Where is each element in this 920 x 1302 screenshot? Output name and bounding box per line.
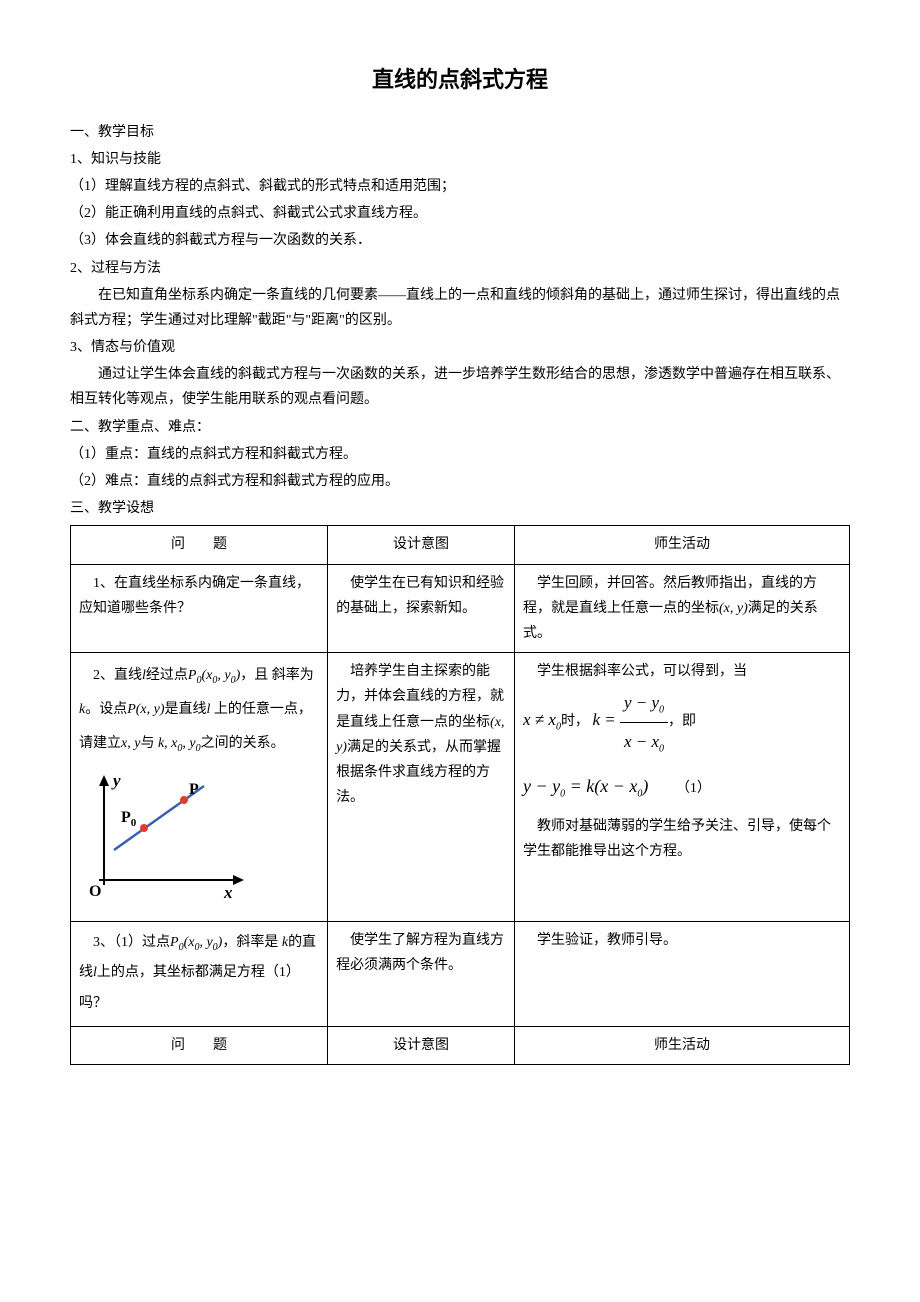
r2a-k: k <box>592 710 600 729</box>
section-1-heading: 一、教学目标 <box>70 120 850 145</box>
item-2-2: （2）难点：直线的点斜式方程和斜截式方程的应用。 <box>70 469 850 494</box>
item-2-1: （1）重点：直线的点斜式方程和斜截式方程。 <box>70 442 850 467</box>
coordinate-diagram: y x O P P0 <box>89 770 319 914</box>
row3-activity: 学生验证，教师引导。 <box>515 921 850 1026</box>
row3-intent: 使学生了解方程为直线方程必须满两个条件。 <box>328 921 515 1026</box>
row2-intent: 培养学生自主探索的能力，并体会直线的方程，就是直线上任意一点的坐标(x, y)满… <box>328 653 515 921</box>
header-intent: 设计意图 <box>328 526 515 564</box>
r2i-p2: 满足的关系式，从而掌握根据条件求直线方程的方法。 <box>336 740 501 805</box>
row1-act-math: (x, y) <box>719 601 748 616</box>
para-1-3: 通过让学生体会直线的斜截式方程与一次函数的关系，进一步培养学生数形结合的思想，渗… <box>70 362 850 412</box>
r2a-post: ，即 <box>668 714 696 729</box>
r2q-p2b: 。设点 <box>85 702 127 717</box>
r2q-m4: k, x0, y0 <box>158 736 201 751</box>
page-title: 直线的点斜式方程 <box>70 60 850 100</box>
row1-activity: 学生回顾，并回答。然后教师指出，直线的方程，就是直线上任意一点的坐标(x, y)… <box>515 564 850 653</box>
r2q-m3: x, y <box>121 736 140 751</box>
p0-label: P0 <box>121 809 137 829</box>
row1-intent-text: 使学生在已有知识和经验的基础上，探索新知。 <box>336 576 504 616</box>
origin-label: O <box>89 883 101 900</box>
r2a-eq-label: （1） <box>676 781 711 796</box>
subsection-1-3: 3、情态与价值观 <box>70 335 850 360</box>
table-footer-row: 问 题 设计意图 师生活动 <box>71 1026 850 1064</box>
r2a-mid: 时， <box>561 714 589 729</box>
x-label: x <box>223 883 233 902</box>
r2q-p2c: 是直线 <box>165 702 207 717</box>
r3a-text: 学生验证，教师引导。 <box>537 933 677 948</box>
table-row: 2、直线l经过点P0(x0, y0)，且 斜率为k。设点P(x, y)是直线l … <box>71 653 850 921</box>
r2q-m2: P(x, y) <box>127 702 164 717</box>
x-arrow <box>233 875 244 885</box>
r2q-p2a: 斜率为 <box>272 668 314 683</box>
table-header-row: 问 题 设计意图 师生活动 <box>71 526 850 564</box>
y-arrow <box>99 775 109 786</box>
point-p <box>180 796 188 804</box>
y-label: y <box>111 771 121 790</box>
r2q-p4a: 之间的关系。 <box>201 736 285 751</box>
r2q-p1b: 经过点 <box>146 668 188 683</box>
frac-den: x − x0 <box>620 723 668 760</box>
table-row: 3、（1）过点P0(x0, y0)，斜率是 k的直线l上的点，其坐标都满足方程（… <box>71 921 850 1026</box>
r2a-line1: 学生根据斜率公式，可以得到，当 <box>537 659 841 684</box>
r3q-mid3: 上的点，其坐标都满足方程（1）吗？ <box>79 965 300 1011</box>
row1-question: 1、在直线坐标系内确定一条直线，应知道哪些条件？ <box>71 564 328 653</box>
row3-question: 3、（1）过点P0(x0, y0)，斜率是 k的直线l上的点，其坐标都满足方程（… <box>71 921 328 1026</box>
r2a-fraction: y − y0 x − x0 <box>620 684 668 760</box>
point-p0 <box>140 824 148 832</box>
item-1-1-3: （3）体会直线的斜截式方程与一次函数的关系． <box>70 228 850 253</box>
header-question: 问 题 <box>71 526 328 564</box>
r2q-p1c: ，且 <box>240 668 268 683</box>
r2a-main-eq: y − y0 = k(x − x0) <box>523 776 648 796</box>
row1-q-text: 1、在直线坐标系内确定一条直线，应知道哪些条件？ <box>79 576 310 616</box>
r3q-pre: 3、（1）过点 <box>93 935 170 950</box>
r2a-tail: 教师对基础薄弱的学生给予关注、引导，使每个学生都能推导出这个方程。 <box>523 814 841 864</box>
lesson-table: 问 题 设计意图 师生活动 1、在直线坐标系内确定一条直线，应知道哪些条件？ 使… <box>70 525 850 1065</box>
item-1-1-2: （2）能正确利用直线的点斜式、斜截式公式求直线方程。 <box>70 201 850 226</box>
r2q-p3b: 与 <box>140 736 154 751</box>
p-label: P <box>189 781 199 798</box>
frac-num: y − y0 <box>620 684 668 722</box>
row2-activity: 学生根据斜率公式，可以得到，当 x ≠ x0时， k = y − y0 x − … <box>515 653 850 921</box>
footer-intent: 设计意图 <box>328 1026 515 1064</box>
row1-intent: 使学生在已有知识和经验的基础上，探索新知。 <box>328 564 515 653</box>
subsection-1-2: 2、过程与方法 <box>70 256 850 281</box>
header-activity: 师生活动 <box>515 526 850 564</box>
para-1-2: 在已知直角坐标系内确定一条直线的几何要素——直线上的一点和直线的倾斜角的基础上，… <box>70 283 850 333</box>
section-2-heading: 二、教学重点、难点： <box>70 415 850 440</box>
diagram-svg: y x O P P0 <box>89 770 254 905</box>
item-1-1-1: （1）理解直线方程的点斜式、斜截式的形式特点和适用范围； <box>70 174 850 199</box>
r3i-text: 使学生了解方程为直线方程必须满两个条件。 <box>336 933 504 973</box>
r3q-mid1: ，斜率是 <box>222 935 278 950</box>
footer-activity: 师生活动 <box>515 1026 850 1064</box>
r2i-p1: 培养学生自主探索的能力，并体会直线的方程，就是直线上任意一点的坐标 <box>336 664 504 729</box>
r2q-l2: l <box>207 702 211 717</box>
r2a-cond: x ≠ x0 <box>523 710 561 729</box>
section-3-heading: 三、教学设想 <box>70 496 850 521</box>
footer-question: 问 题 <box>71 1026 328 1064</box>
table-row: 1、在直线坐标系内确定一条直线，应知道哪些条件？ 使学生在已有知识和经验的基础上… <box>71 564 850 653</box>
row2-question: 2、直线l经过点P0(x0, y0)，且 斜率为k。设点P(x, y)是直线l … <box>71 653 328 921</box>
r2q-m1: P0(x0, y0) <box>188 668 240 683</box>
r2q-p1a: 2、直线 <box>93 668 142 683</box>
subsection-1-1: 1、知识与技能 <box>70 147 850 172</box>
r3q-p0: P0(x0, y0) <box>170 935 222 950</box>
